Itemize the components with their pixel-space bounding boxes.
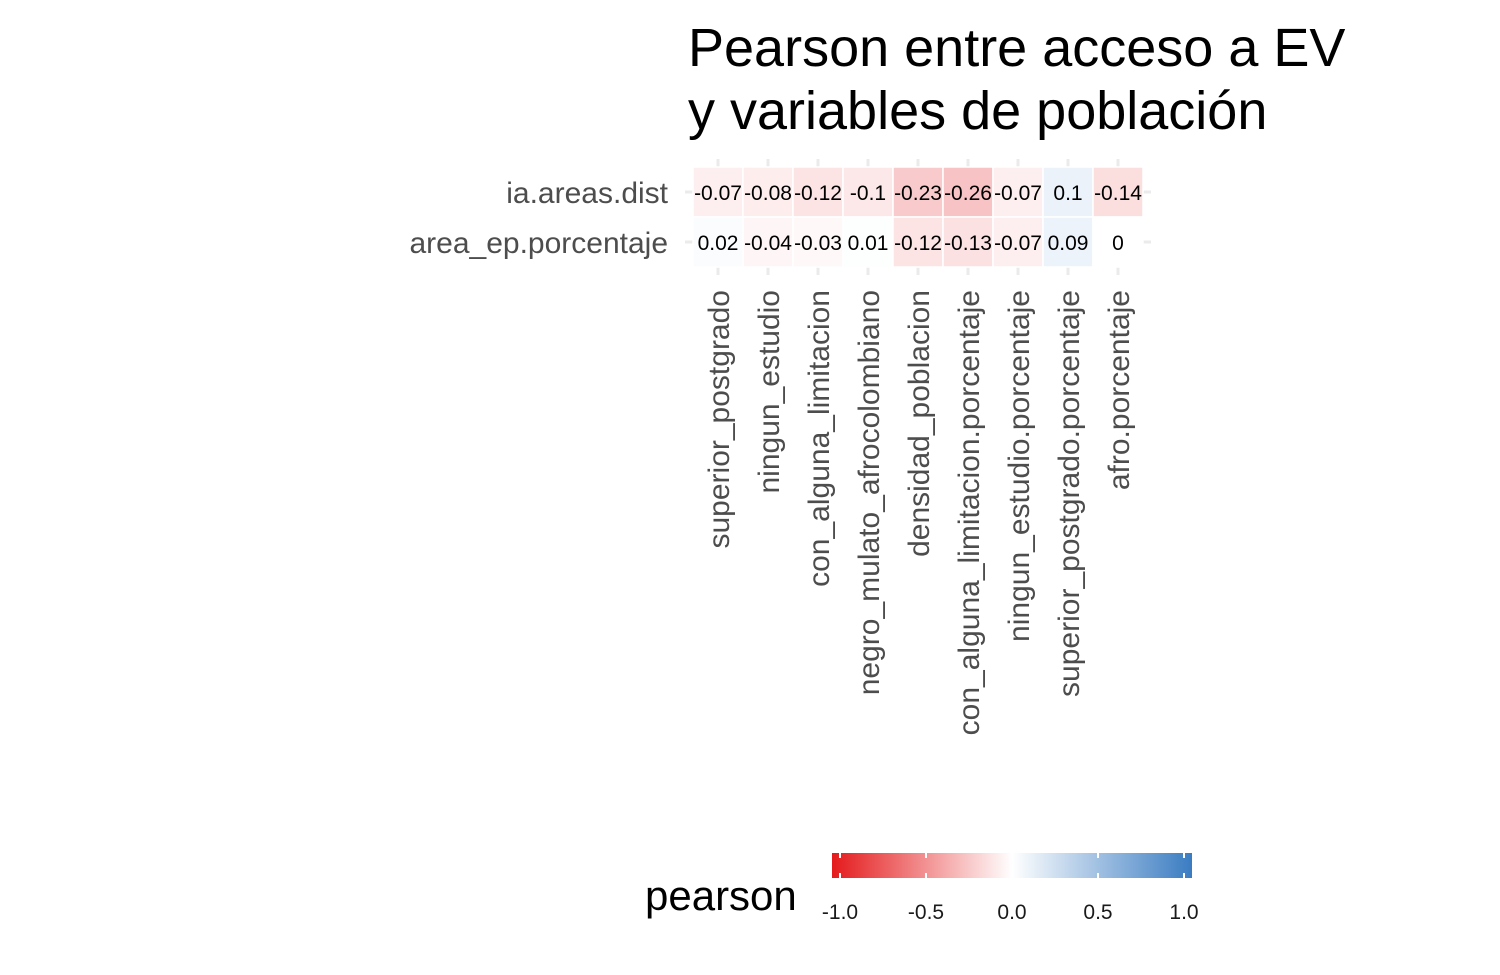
- column-label: ningun_estudio.porcentaje: [1003, 290, 1036, 642]
- chart-title: Pearson entre acceso a EV y variables de…: [688, 18, 1345, 141]
- legend-tick-label: -0.5: [908, 901, 944, 924]
- cell-value-label: -0.03: [794, 232, 842, 255]
- cell-value-label: 0.09: [1048, 232, 1089, 255]
- heatmap-cell-labels: -0.07 -0.08 -0.12 -0.1 -0.23 -0.26 -0.07 0.1 -0.…: [694, 182, 1142, 255]
- heatmap-cell: [742, 216, 794, 268]
- heatmap-cell: [892, 166, 944, 218]
- heatmap-cell: [942, 216, 994, 268]
- heatmap-cell: [792, 216, 844, 268]
- x-axis-labels: superior_postgrado ningun_estudio con_algu…: [703, 290, 1136, 735]
- heatmap-cell: [1092, 216, 1144, 268]
- heatmap-cell: [992, 166, 1044, 218]
- legend-title: pearson: [645, 872, 797, 919]
- cell-value-label: -0.07: [994, 232, 1042, 255]
- title-line-2: y variables de población: [688, 81, 1267, 141]
- row-label: ia.areas.dist: [506, 177, 668, 210]
- cell-value-label: 0.1: [1053, 182, 1082, 205]
- cell-value-label: -0.13: [944, 232, 992, 255]
- cell-value-label: -0.08: [744, 182, 792, 205]
- y-axis-labels: ia.areas.dist area_ep.porcentaje: [409, 177, 668, 260]
- heatmap-cell: [742, 166, 794, 218]
- heatmap-cell: [992, 216, 1044, 268]
- heatmap-cell: [1042, 216, 1094, 268]
- cell-value-label: -0.07: [694, 182, 742, 205]
- cell-value-label: 0.02: [698, 232, 739, 255]
- legend-tick-label: -1.0: [822, 901, 858, 924]
- cell-value-label: -0.12: [794, 182, 842, 205]
- heatmap-cell: [1092, 166, 1144, 218]
- cell-value-label: 0: [1112, 232, 1124, 255]
- cell-value-label: 0.01: [848, 232, 889, 255]
- cell-value-label: -0.23: [894, 182, 942, 205]
- cell-value-label: -0.14: [1094, 182, 1142, 205]
- cell-value-label: -0.07: [994, 182, 1042, 205]
- heatmap-cells: [692, 166, 1144, 268]
- column-label: superior_postgrado.porcentaje: [1053, 290, 1086, 697]
- legend-ticks: -1.0 -0.5 0.0 0.5 1.0: [822, 853, 1199, 924]
- title-line-1: Pearson entre acceso a EV: [688, 18, 1345, 78]
- heatmap-cell: [942, 166, 994, 218]
- cell-value-label: -0.26: [944, 182, 992, 205]
- column-label: ningun_estudio: [753, 290, 786, 494]
- column-label: con_alguna_limitacion.porcentaje: [953, 290, 986, 735]
- heatmap-cell: [692, 166, 744, 218]
- cell-value-label: -0.12: [894, 232, 942, 255]
- column-label: con_alguna_limitacion: [803, 290, 836, 587]
- row-label: area_ep.porcentaje: [409, 227, 668, 260]
- heatmap-cell: [842, 216, 894, 268]
- legend-tick-label: 0.0: [997, 901, 1026, 924]
- column-label: negro_mulato_afrocolombiano: [853, 290, 886, 695]
- column-label: afro.porcentaje: [1103, 290, 1136, 490]
- heatmap-cell: [842, 166, 894, 218]
- color-legend: pearson -1.0 -0.5 0.0 0.5 1.0: [645, 853, 1199, 924]
- cell-value-label: -0.1: [850, 182, 886, 205]
- legend-tick-label: 1.0: [1169, 901, 1198, 924]
- column-label: superior_postgrado: [703, 290, 736, 549]
- column-label: densidad_poblacion: [903, 290, 936, 557]
- heatmap-cell: [892, 216, 944, 268]
- cell-value-label: -0.04: [744, 232, 792, 255]
- legend-tick-label: 0.5: [1083, 901, 1112, 924]
